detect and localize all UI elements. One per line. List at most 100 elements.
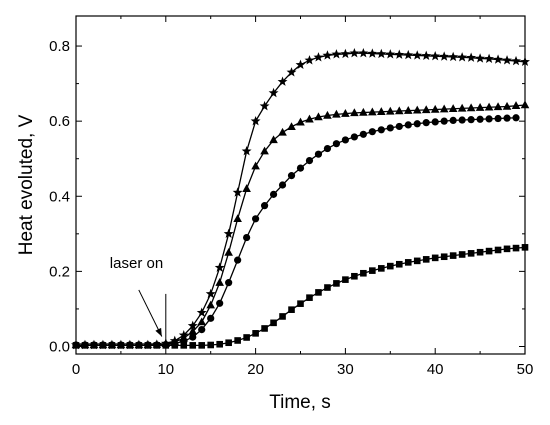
data-point	[503, 114, 511, 122]
data-point	[476, 248, 484, 256]
data-point	[404, 259, 412, 266]
data-point	[439, 51, 450, 61]
data-point	[394, 49, 405, 59]
data-point	[260, 202, 269, 210]
data-point	[448, 51, 459, 62]
data-point	[270, 319, 277, 327]
data-point	[476, 115, 484, 123]
data-point	[395, 260, 403, 268]
data-point	[341, 136, 349, 144]
data-point	[521, 244, 529, 251]
data-point	[342, 276, 349, 283]
data-point	[261, 325, 268, 332]
data-point	[448, 104, 458, 112]
data-point	[422, 119, 430, 127]
data-point	[385, 49, 396, 59]
data-point	[225, 339, 232, 347]
data-point	[421, 105, 431, 114]
data-point	[511, 101, 521, 109]
laser-on-arrowhead	[155, 327, 162, 337]
data-point	[234, 256, 242, 264]
data-point	[278, 127, 287, 136]
data-point	[332, 140, 341, 148]
data-point	[512, 244, 520, 252]
data-point	[315, 289, 322, 296]
data-point	[232, 187, 243, 197]
x-tick-label: 20	[247, 361, 264, 378]
data-point	[368, 107, 377, 116]
data-point	[502, 101, 512, 110]
data-point	[305, 114, 314, 123]
data-point	[323, 110, 332, 119]
x-tick-label: 10	[157, 361, 174, 378]
data-point	[386, 106, 395, 115]
data-point	[475, 103, 485, 111]
data-point	[431, 254, 439, 262]
data-point	[368, 128, 376, 136]
data-point	[493, 102, 503, 111]
data-point	[260, 146, 269, 155]
data-point	[430, 50, 441, 61]
data-point	[269, 190, 278, 198]
data-point	[413, 257, 421, 265]
data-point	[269, 135, 278, 144]
data-point	[322, 50, 333, 60]
data-point	[395, 122, 403, 131]
data-point	[187, 320, 198, 331]
data-point	[449, 252, 457, 259]
data-point	[440, 253, 448, 261]
data-point	[306, 294, 313, 301]
data-point	[511, 55, 521, 66]
data-point	[233, 214, 242, 222]
data-point	[377, 126, 385, 134]
data-point	[430, 104, 440, 113]
data-point	[386, 124, 394, 132]
laser-on-label: laser on	[110, 255, 163, 272]
series-line	[76, 117, 517, 346]
data-point	[422, 256, 430, 263]
series-square	[72, 244, 529, 349]
data-point	[421, 50, 432, 61]
data-point	[314, 150, 323, 158]
x-axis: 0 10 20 30 40 50	[72, 16, 534, 378]
data-point	[252, 330, 259, 337]
data-point	[520, 56, 530, 67]
data-point	[403, 106, 413, 114]
data-point	[376, 48, 387, 59]
data-point	[288, 306, 295, 313]
data-point	[196, 307, 207, 317]
data-point	[296, 164, 305, 172]
data-point	[349, 47, 360, 58]
data-point	[502, 55, 512, 65]
data-point	[467, 116, 475, 124]
data-point	[358, 47, 369, 58]
data-point	[413, 120, 421, 128]
data-point	[279, 313, 286, 320]
data-point	[458, 116, 466, 124]
data-point	[377, 107, 386, 115]
data-point	[439, 104, 449, 113]
data-point	[224, 248, 233, 256]
y-tick-label: 0.0	[49, 338, 70, 355]
x-tick-label: 50	[517, 361, 534, 378]
data-point	[135, 342, 143, 349]
series-line	[76, 104, 526, 346]
data-point	[108, 342, 116, 349]
data-point	[466, 103, 476, 112]
data-point	[520, 100, 530, 109]
data-point	[332, 109, 341, 118]
y-axis-title: Heat evoluted, V	[16, 114, 37, 255]
data-point	[126, 342, 134, 349]
x-tick-label: 0	[72, 361, 80, 378]
data-point	[295, 59, 306, 70]
data-point	[359, 130, 367, 138]
data-point	[225, 279, 233, 287]
data-point	[198, 342, 206, 349]
data-point	[277, 76, 288, 86]
data-point	[394, 106, 404, 115]
data-point	[297, 300, 304, 307]
data-point	[215, 278, 224, 286]
data-point	[387, 262, 394, 270]
y-tick-label: 0.8	[49, 38, 70, 55]
data-point	[241, 146, 252, 156]
